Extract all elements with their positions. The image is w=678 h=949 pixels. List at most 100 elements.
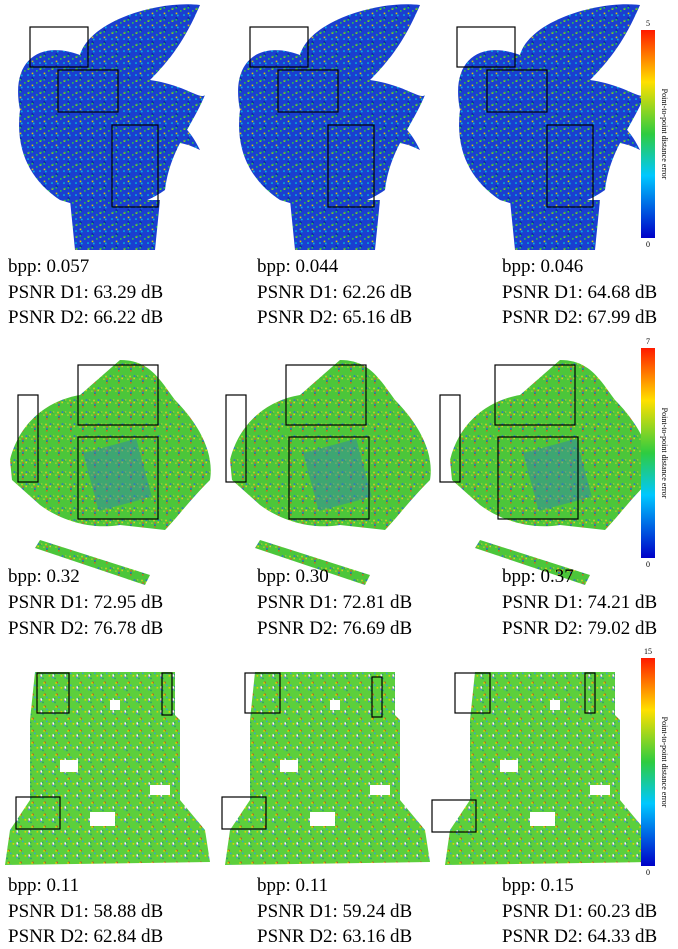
zoom-box bbox=[161, 672, 173, 716]
scene-shape bbox=[450, 360, 651, 530]
plant-shape bbox=[150, 117, 200, 150]
facade-hole bbox=[150, 785, 170, 795]
caption-d2: PSNR D2: 76.69 dB bbox=[257, 618, 412, 639]
zoom-box bbox=[327, 124, 375, 208]
facade-hole bbox=[500, 760, 518, 772]
scene-shape bbox=[255, 540, 370, 585]
zoom-box bbox=[249, 26, 309, 68]
colorbar-min: 0 bbox=[646, 868, 650, 877]
point-cloud bbox=[5, 672, 210, 865]
caption-bpp: bpp: 0.37 bbox=[502, 566, 574, 587]
scene-shape bbox=[35, 540, 150, 585]
colorbar-max: 15 bbox=[644, 647, 652, 656]
caption-d2: PSNR D2: 79.02 dB bbox=[502, 618, 657, 639]
caption-bpp: bpp: 0.11 bbox=[257, 875, 328, 896]
colorbar bbox=[641, 658, 655, 866]
caption-d2: PSNR D2: 64.33 dB bbox=[502, 926, 657, 947]
plant-shape bbox=[290, 200, 380, 250]
caption-bpp: bpp: 0.32 bbox=[8, 566, 80, 587]
point-cloud bbox=[225, 672, 430, 865]
facade-hole bbox=[310, 812, 335, 826]
scene-shape bbox=[303, 438, 372, 511]
zoom-box bbox=[221, 796, 267, 830]
zoom-box bbox=[17, 394, 39, 483]
caption-bpp: bpp: 0.15 bbox=[502, 875, 574, 896]
zoom-box bbox=[77, 436, 159, 520]
caption-d2: PSNR D2: 65.16 dB bbox=[257, 307, 412, 328]
zoom-box bbox=[15, 796, 61, 830]
caption-d1: PSNR D1: 63.29 dB bbox=[8, 282, 163, 303]
zoom-box bbox=[454, 672, 491, 714]
zoom-box bbox=[546, 124, 594, 208]
caption-d1: PSNR D1: 62.26 dB bbox=[257, 282, 412, 303]
facade-hole bbox=[330, 700, 340, 710]
caption-bpp: bpp: 0.046 bbox=[502, 256, 583, 277]
colorbar-min: 0 bbox=[646, 560, 650, 569]
zoom-box bbox=[244, 672, 281, 714]
caption-bpp: bpp: 0.11 bbox=[8, 875, 79, 896]
scene-shape bbox=[83, 438, 152, 511]
caption-bpp: bpp: 0.044 bbox=[257, 256, 339, 277]
facade-hole bbox=[110, 700, 120, 710]
plant-shape bbox=[70, 200, 160, 250]
zoom-box bbox=[277, 69, 339, 113]
zoom-box bbox=[439, 394, 461, 483]
caption-d2: PSNR D2: 63.16 dB bbox=[257, 926, 412, 947]
zoom-box bbox=[36, 672, 70, 714]
caption-d1: PSNR D1: 74.21 dB bbox=[502, 592, 657, 613]
zoom-box bbox=[431, 799, 477, 833]
plant-shape bbox=[458, 4, 645, 209]
colorbar-label: Point-to-point distance error bbox=[660, 89, 669, 180]
colorbar-max: 5 bbox=[646, 19, 650, 28]
caption-d1: PSNR D1: 60.23 dB bbox=[502, 901, 657, 922]
point-cloud bbox=[10, 360, 211, 585]
plant-shape bbox=[590, 117, 640, 150]
caption-bpp: bpp: 0.057 bbox=[8, 256, 89, 277]
zoom-box bbox=[584, 672, 596, 714]
facade-shape bbox=[445, 672, 650, 865]
scene-shape bbox=[475, 540, 590, 585]
facade-hole bbox=[550, 700, 560, 710]
colorbar bbox=[641, 348, 655, 558]
zoom-box bbox=[285, 364, 367, 426]
facade-hole bbox=[590, 785, 610, 795]
scene-shape bbox=[230, 360, 431, 530]
zoom-box bbox=[486, 69, 548, 113]
facade-hole bbox=[90, 812, 115, 826]
zoom-box bbox=[57, 69, 119, 113]
caption-d1: PSNR D1: 64.68 dB bbox=[502, 282, 657, 303]
point-cloud bbox=[238, 4, 425, 250]
plant-shape bbox=[510, 200, 600, 250]
zoom-box bbox=[494, 364, 576, 426]
colorbar-label: Point-to-point distance error bbox=[660, 717, 669, 808]
point-cloud bbox=[230, 360, 431, 585]
facade-hole bbox=[370, 785, 390, 795]
caption-d1: PSNR D1: 72.95 dB bbox=[8, 592, 163, 613]
point-cloud bbox=[450, 360, 651, 585]
zoom-box bbox=[111, 124, 159, 208]
colorbar-label: Point-to-point distance error bbox=[660, 408, 669, 499]
zoom-box bbox=[456, 26, 516, 68]
point-cloud bbox=[458, 4, 645, 250]
caption-d1: PSNR D1: 58.88 dB bbox=[8, 901, 163, 922]
zoom-box bbox=[225, 394, 247, 483]
facade-hole bbox=[280, 760, 298, 772]
caption-d2: PSNR D2: 66.22 dB bbox=[8, 307, 163, 328]
colorbar-max: 7 bbox=[646, 337, 650, 346]
caption-d2: PSNR D2: 76.78 dB bbox=[8, 618, 163, 639]
scene-shape bbox=[10, 360, 211, 530]
plant-shape bbox=[370, 117, 420, 150]
caption-d2: PSNR D2: 67.99 dB bbox=[502, 307, 657, 328]
point-cloud bbox=[445, 672, 650, 865]
zoom-box bbox=[371, 676, 383, 718]
colorbar-min: 0 bbox=[646, 240, 650, 249]
zoom-box bbox=[77, 364, 159, 426]
caption-d1: PSNR D1: 72.81 dB bbox=[257, 592, 412, 613]
facade-hole bbox=[60, 760, 78, 772]
scene-shape bbox=[523, 438, 592, 511]
caption-d1: PSNR D1: 59.24 dB bbox=[257, 901, 412, 922]
zoom-box bbox=[29, 26, 89, 68]
facade-shape bbox=[225, 672, 430, 865]
facade-hole bbox=[530, 812, 555, 826]
